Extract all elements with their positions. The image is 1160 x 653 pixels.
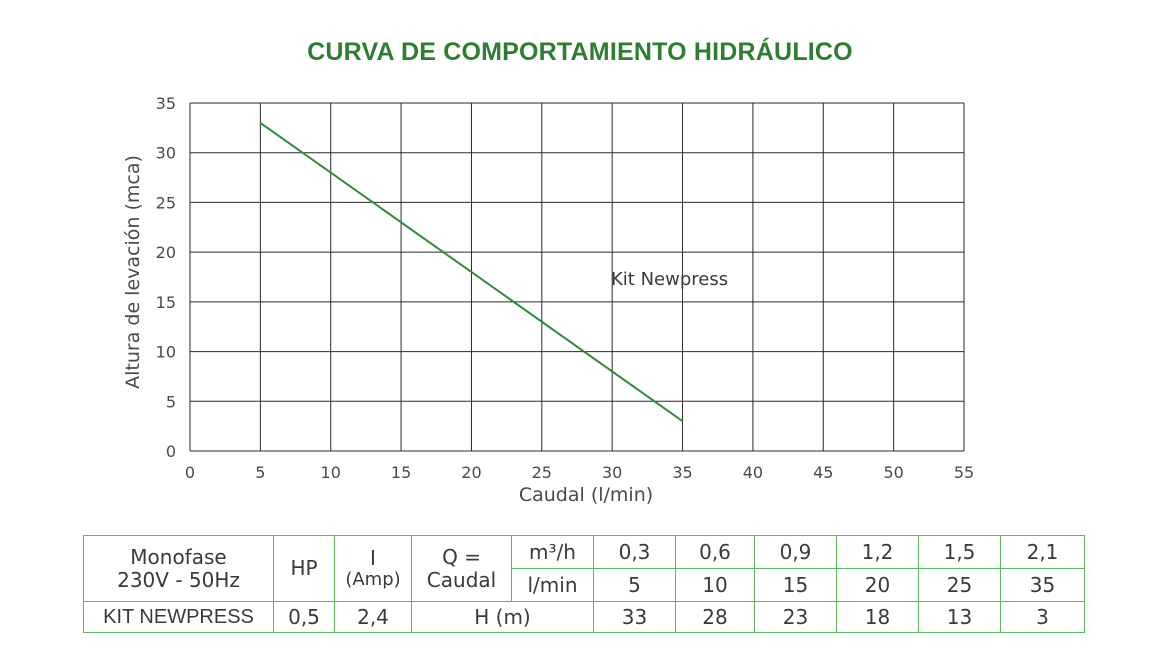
- lmin-value-cell: 5: [593, 568, 676, 602]
- head-label-cell: H (m): [411, 601, 594, 633]
- lmin-value-cell: 35: [1000, 568, 1085, 602]
- x-tick-label: 5: [255, 463, 265, 482]
- grid: [189, 102, 965, 452]
- y-tick-labels: 0 5 10 15 20 25 30 35: [156, 94, 176, 461]
- table-row: KIT NEWPRESS 0,5 2,4 H (m) 33 28 23 18 1…: [83, 601, 1085, 633]
- x-tick-label: 30: [602, 463, 622, 482]
- table-row: l/min 5 10 15 20 25 35: [84, 568, 1085, 602]
- y-tick-label: 30: [156, 144, 176, 163]
- table-row: Monofase 230V - 50Hz HP I (Amp) Q = Caud…: [83, 535, 1085, 602]
- m3h-value-cell: 1,2: [836, 535, 919, 569]
- chart-title: CURVA DE COMPORTAMIENTO HIDRÁULICO: [307, 38, 853, 66]
- flow-header-line2: Caudal: [426, 567, 497, 592]
- x-tick-label: 15: [391, 463, 411, 482]
- model-name-cell: KIT NEWPRESS: [83, 601, 274, 633]
- unit-m3h-cell: m³/h: [511, 535, 594, 569]
- m3h-value-cell: 2,1: [1000, 535, 1085, 569]
- current-header-cell: I (Amp): [334, 535, 412, 602]
- current-header-line2: (Amp): [345, 568, 401, 590]
- y-tick-label: 25: [156, 193, 176, 212]
- flow-header-cell: Q = Caudal: [411, 535, 512, 602]
- x-tick-label: 25: [532, 463, 552, 482]
- x-tick-label: 45: [813, 463, 833, 482]
- lmin-value-cell: 20: [836, 568, 919, 602]
- head-value-cell: 13: [918, 601, 1001, 633]
- m3h-value-cell: 1,5: [918, 535, 1001, 569]
- y-tick-label: 35: [156, 94, 176, 113]
- y-axis-label: Altura de levación (mca): [122, 155, 144, 389]
- y-tick-label: 5: [166, 392, 176, 411]
- x-tick-label: 0: [185, 463, 195, 482]
- head-value-cell: 18: [836, 601, 919, 633]
- x-tick-label: 35: [672, 463, 692, 482]
- hp-value-cell: 0,5: [273, 601, 335, 633]
- lmin-value-cell: 10: [675, 568, 755, 602]
- x-tick-labels: 0 5 10 15 20 25 30 35 40 45 50 55: [185, 463, 974, 482]
- m3h-value-cell: 0,9: [754, 535, 837, 569]
- x-tick-label: 50: [883, 463, 903, 482]
- y-tick-label: 20: [156, 243, 176, 262]
- x-tick-label: 40: [743, 463, 763, 482]
- series-annotation: Kit Newpress: [611, 269, 728, 290]
- y-tick-label: 10: [156, 343, 176, 362]
- series: [259, 122, 684, 422]
- model-header-line2: 230V - 50Hz: [117, 567, 240, 592]
- line-chart: 0 5 10 15 20 25 30 35 0 5 10 15 20 25 30 35 40 45 50 55 Al…: [122, 94, 974, 506]
- y-tick-label: 0: [166, 442, 176, 461]
- model-header-cell: Monofase 230V - 50Hz: [83, 535, 274, 602]
- head-value-cell: 33: [593, 601, 676, 633]
- current-value-cell: 2,4: [334, 601, 412, 633]
- x-axis-label: Caudal (l/min): [519, 484, 653, 506]
- model-header-line1: Monofase: [130, 544, 227, 569]
- m3h-value-cell: 0,3: [593, 535, 676, 569]
- x-tick-label: 20: [461, 463, 481, 482]
- x-tick-label: 10: [321, 463, 341, 482]
- x-tick-label: 55: [954, 463, 974, 482]
- unit-lmin-cell: l/min: [511, 568, 594, 602]
- lmin-value-cell: 25: [918, 568, 1001, 602]
- m3h-value-cell: 0,6: [675, 535, 755, 569]
- flow-header-line1: Q =: [442, 544, 481, 569]
- pump-spec-table: Monofase 230V - 50Hz HP I (Amp) Q = Caud…: [83, 535, 1085, 633]
- head-value-cell: 28: [675, 601, 755, 633]
- y-tick-label: 15: [156, 293, 176, 312]
- current-header-line1: I: [370, 545, 376, 570]
- hp-header-cell: HP: [273, 535, 335, 602]
- lmin-value-cell: 15: [754, 568, 837, 602]
- series-line: [259, 122, 684, 422]
- head-value-cell: 3: [1000, 601, 1085, 633]
- head-value-cell: 23: [754, 601, 837, 633]
